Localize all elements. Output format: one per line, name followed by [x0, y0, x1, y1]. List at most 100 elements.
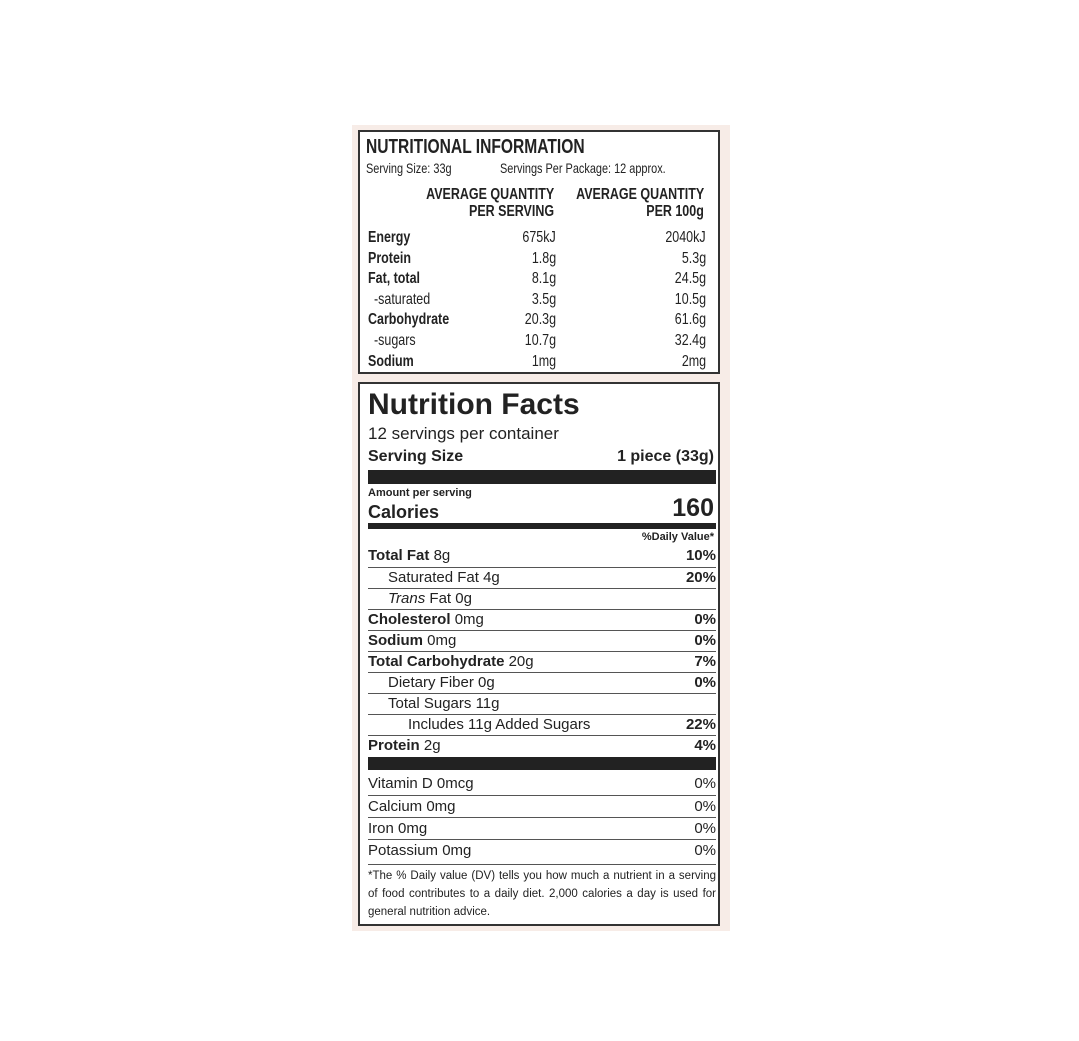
- au-header-line: PER SERVING: [390, 203, 554, 220]
- au-title: NUTRITIONAL INFORMATION: [366, 136, 646, 159]
- us-title: Nutrition Facts: [368, 388, 580, 421]
- au-header-line: AVERAGE QUANTITY: [540, 186, 704, 203]
- au-header-text: PER SERVING: [468, 203, 554, 220]
- au-per-serving: 20.3g: [524, 311, 556, 329]
- us-panel: Nutrition Facts 12 servings per containe…: [358, 382, 720, 926]
- nutrient-name-text: Saturated Fat: [388, 569, 479, 586]
- calories-label: Calories: [368, 502, 440, 522]
- nutrient-dv: 22%: [685, 716, 716, 733]
- nutrient-name: Total Carbohydrate 20g: [368, 652, 534, 672]
- nutrient-name-text: Protein: [368, 737, 420, 754]
- au-per-serving: 675kJ: [522, 229, 556, 246]
- nutrient-name-text: Sodium: [368, 632, 423, 649]
- au-per-serving: 1mg: [531, 352, 556, 370]
- nutrient-row: Includes 11g Added Sugars 22%: [368, 714, 716, 735]
- au-panel: NUTRITIONAL INFORMATION Serving Size: 33…: [358, 130, 720, 374]
- au-header-line: AVERAGE QUANTITY: [390, 186, 554, 203]
- nutrient-dv: 0%: [694, 632, 716, 649]
- au-row: -saturated 3.5g 10.5g: [368, 291, 708, 312]
- au-per-100g: 2mg: [681, 352, 706, 370]
- nutrient-amount: 8g: [433, 547, 451, 564]
- nutrient-amount: 20g: [508, 653, 534, 670]
- nutrient-name: Saturated Fat 4g: [388, 568, 500, 588]
- au-title-text: NUTRITIONAL INFORMATION: [366, 136, 585, 158]
- au-row-label: Energy: [368, 229, 411, 246]
- vitamin-row: Vitamin D 0mcg 0%: [368, 773, 716, 795]
- nutrient-dv: 0%: [694, 611, 716, 628]
- footnote: *The % Daily value (DV) tells you how mu…: [368, 864, 716, 921]
- nutrient-row: Protein 2g 4%: [368, 735, 716, 756]
- nutrient-dv: 10%: [685, 547, 716, 564]
- au-per-serving: 8.1g: [531, 270, 556, 288]
- au-serving-size-text: Serving Size: 33g: [366, 160, 452, 176]
- au-row-label: Carbohydrate: [368, 311, 450, 329]
- vitamin-row: Iron 0mg 0%: [368, 817, 716, 839]
- au-row-label: -saturated: [374, 290, 431, 308]
- nutrient-row: Saturated Fat 4g 20%: [368, 567, 716, 588]
- nutrient-dv: 20%: [685, 569, 716, 586]
- au-per-serving: 3.5g: [531, 290, 556, 308]
- au-header-line: PER 100g: [540, 203, 704, 220]
- vitamin-row: Calcium 0mg 0%: [368, 795, 716, 817]
- nutrient-dv: 0%: [694, 674, 716, 691]
- au-row: Protein 1.8g 5.3g: [368, 250, 708, 271]
- au-row-label: -sugars: [374, 332, 416, 349]
- calories-value: 160: [672, 494, 714, 522]
- vitamin-dv: 0%: [694, 798, 716, 815]
- nutrient-row: Cholesterol 0mg 0%: [368, 609, 716, 630]
- nutrient-name: Sodium 0mg: [368, 631, 456, 651]
- nutrient-amount: 11g: [475, 695, 500, 712]
- us-servings: 12 servings per container: [368, 424, 559, 443]
- au-column-header: AVERAGE QUANTITY PER 100g: [540, 186, 704, 220]
- nutrient-amount: 2g: [423, 737, 441, 754]
- nutrient-name-text: Cholesterol: [368, 611, 451, 628]
- au-per-serving: 1.8g: [531, 249, 556, 267]
- nutrient-name-text: Fat: [429, 590, 452, 607]
- nutrient-name: Cholesterol 0mg: [368, 610, 484, 630]
- au-header-text: AVERAGE QUANTITY: [425, 186, 554, 203]
- au-per-100g: 10.5g: [674, 290, 706, 308]
- nutrient-amount: 0g: [455, 590, 472, 607]
- au-serving-size: Serving Size: 33g: [366, 160, 476, 176]
- nutrient-name-text: Dietary Fiber: [388, 674, 474, 691]
- serving-size-label: Serving Size: [368, 448, 464, 465]
- au-row: -sugars 10.7g 32.4g: [368, 332, 708, 353]
- nutrient-name-text: Includes 11g Added Sugars: [408, 716, 591, 733]
- au-servings-text: Servings Per Package: 12 approx.: [500, 160, 666, 176]
- nutrient-name-text: Total Sugars: [388, 695, 472, 712]
- nutrient-row: Trans Fat 0g: [368, 588, 716, 609]
- nutrient-row: Total Carbohydrate 20g 7%: [368, 651, 716, 672]
- nutrient-dv: 7%: [694, 653, 716, 670]
- nutrient-name-italic: Trans: [388, 590, 426, 607]
- au-per-100g: 24.5g: [674, 270, 706, 288]
- nutrient-name: Total Fat 8g: [368, 546, 450, 566]
- nutrient-amount: 0g: [478, 674, 495, 691]
- au-row: Carbohydrate 20.3g 61.6g: [368, 311, 708, 332]
- nutrient-dv: 4%: [694, 737, 716, 754]
- nutrient-row: Total Sugars 11g: [368, 693, 716, 714]
- daily-value-header: %Daily Value*: [641, 531, 714, 543]
- vitamin-name: Potassium 0mg: [368, 842, 472, 859]
- thick-bar: [368, 470, 716, 484]
- vitamin-dv: 0%: [694, 775, 716, 792]
- vitamin-row: Potassium 0mg 0%: [368, 839, 716, 861]
- au-header-text: AVERAGE QUANTITY: [575, 186, 704, 203]
- nutrient-amount: 0mg: [454, 611, 484, 628]
- nutrient-row: Dietary Fiber 0g 0%: [368, 672, 716, 693]
- au-row-label: Fat, total: [368, 270, 421, 288]
- vitamin-dv: 0%: [694, 820, 716, 837]
- vitamin-name: Iron 0mg: [368, 820, 428, 837]
- au-per-100g: 5.3g: [681, 249, 706, 267]
- vitamin-name: Vitamin D 0mcg: [368, 775, 474, 792]
- nutrient-name-text: Total Carbohydrate: [368, 653, 505, 670]
- nutrient-name-text: Total Fat: [368, 547, 430, 564]
- vitamin-name: Calcium 0mg: [368, 798, 456, 815]
- au-header-text: PER 100g: [646, 203, 704, 220]
- au-servings: Servings Per Package: 12 approx.: [500, 160, 712, 176]
- medium-bar: [368, 523, 716, 529]
- au-row: Sodium 1mg 2mg: [368, 353, 708, 374]
- nutrient-name: Trans Fat 0g: [388, 589, 472, 609]
- au-per-100g: 2040kJ: [665, 229, 706, 246]
- nutrient-name: Includes 11g Added Sugars: [408, 715, 590, 735]
